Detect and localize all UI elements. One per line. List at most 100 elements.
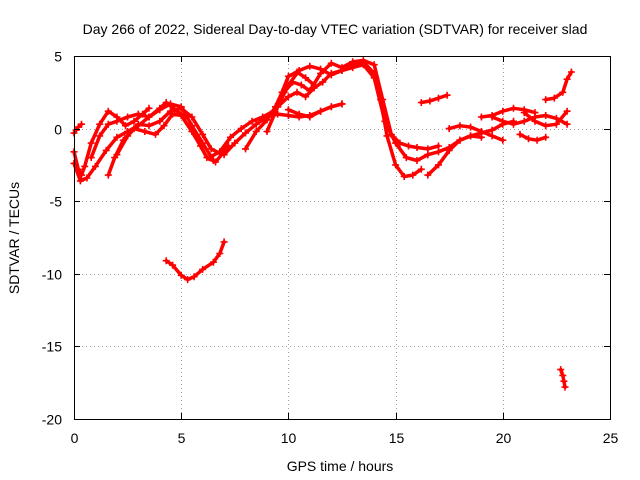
data-point <box>284 106 292 114</box>
data-point <box>81 162 89 170</box>
data-point <box>488 132 496 140</box>
y-tick-label: -20 <box>42 412 62 428</box>
data-point <box>426 97 434 105</box>
data-point <box>274 103 282 111</box>
data-point <box>252 120 260 128</box>
data-point <box>216 250 224 257</box>
data-point <box>435 94 442 102</box>
tick-labels: 0 5 10 15 20 25 -20 -15 -10 -5 0 5 <box>42 49 619 447</box>
data-point <box>413 157 421 164</box>
data-point <box>456 122 464 130</box>
data-point <box>557 366 565 374</box>
data-point <box>550 94 558 102</box>
data-point <box>295 67 303 74</box>
data-point <box>520 117 528 125</box>
data-point <box>242 145 249 153</box>
data-point <box>242 129 249 137</box>
data-point <box>156 117 164 125</box>
series-trace <box>265 60 424 179</box>
series-trace <box>419 93 449 105</box>
y-axis-label: SDTVAR / TECUs <box>6 182 22 294</box>
data-point <box>525 135 532 143</box>
data-point <box>134 110 142 118</box>
chart-title: Day 266 of 2022, Sidereal Day-to-day VTE… <box>83 21 588 37</box>
data-point <box>167 100 174 108</box>
data-point <box>559 88 567 96</box>
data-point <box>209 157 217 164</box>
data-point <box>443 91 451 99</box>
data-point <box>96 132 104 140</box>
data-point <box>87 139 95 147</box>
data-point <box>188 113 196 121</box>
data-point <box>91 162 99 170</box>
x-tick-label: 0 <box>71 430 79 446</box>
data-point <box>310 84 318 92</box>
data-point <box>177 103 185 111</box>
data-point <box>263 116 271 124</box>
data-point <box>400 173 408 180</box>
series-track-17 <box>445 122 507 144</box>
data-point <box>424 151 432 159</box>
data-point <box>130 117 138 125</box>
data-point <box>510 104 517 112</box>
series-track-5 <box>113 104 232 159</box>
axis-ticks <box>74 56 611 420</box>
data-point <box>205 154 213 162</box>
data-point <box>477 113 485 121</box>
series-track-6 <box>87 100 217 164</box>
data-point <box>199 139 207 147</box>
data-point <box>445 125 453 133</box>
data-point <box>227 133 234 141</box>
data-point <box>327 103 335 111</box>
data-point <box>435 161 442 169</box>
series-track-23 <box>557 366 569 391</box>
data-point <box>477 128 485 135</box>
data-point <box>152 130 159 138</box>
data-point <box>456 136 464 144</box>
data-point <box>263 128 271 135</box>
data-point <box>156 106 164 114</box>
data-point <box>359 61 367 69</box>
series-track-16 <box>424 132 485 159</box>
data-point <box>220 238 228 246</box>
y-tick-label: 5 <box>54 49 62 65</box>
data-point <box>349 64 357 72</box>
data-point <box>417 99 425 106</box>
data-point <box>184 276 192 284</box>
plot-frame <box>74 56 611 420</box>
data-point <box>124 132 132 140</box>
series-track-3 <box>70 120 85 137</box>
x-tick-label: 10 <box>281 430 297 446</box>
data-point <box>317 107 325 115</box>
data-point <box>167 107 174 115</box>
data-point <box>563 120 571 128</box>
data-point <box>231 139 239 147</box>
data-point <box>467 123 475 131</box>
data-point <box>76 177 84 185</box>
data-point <box>306 113 314 121</box>
data-point <box>284 72 292 80</box>
data-point <box>409 171 417 179</box>
data-point <box>370 61 378 69</box>
data-point <box>177 271 185 279</box>
data-point <box>145 113 153 121</box>
series-trace <box>518 132 548 142</box>
data-point <box>252 128 260 135</box>
data-point <box>113 133 121 141</box>
data-point <box>402 154 410 162</box>
data-point <box>542 122 550 130</box>
data-point <box>102 146 110 154</box>
data-point <box>533 136 541 144</box>
x-tick-label: 20 <box>496 430 512 446</box>
data-point <box>83 174 91 182</box>
series-track-18 <box>477 104 539 121</box>
series-track-20 <box>520 107 571 130</box>
data-point <box>113 117 121 125</box>
y-tick-label: -15 <box>42 339 62 355</box>
data-point <box>207 145 215 153</box>
series-track-22 <box>542 68 575 104</box>
data-point <box>104 107 112 115</box>
data-point <box>338 67 346 74</box>
x-tick-label: 15 <box>389 430 405 446</box>
